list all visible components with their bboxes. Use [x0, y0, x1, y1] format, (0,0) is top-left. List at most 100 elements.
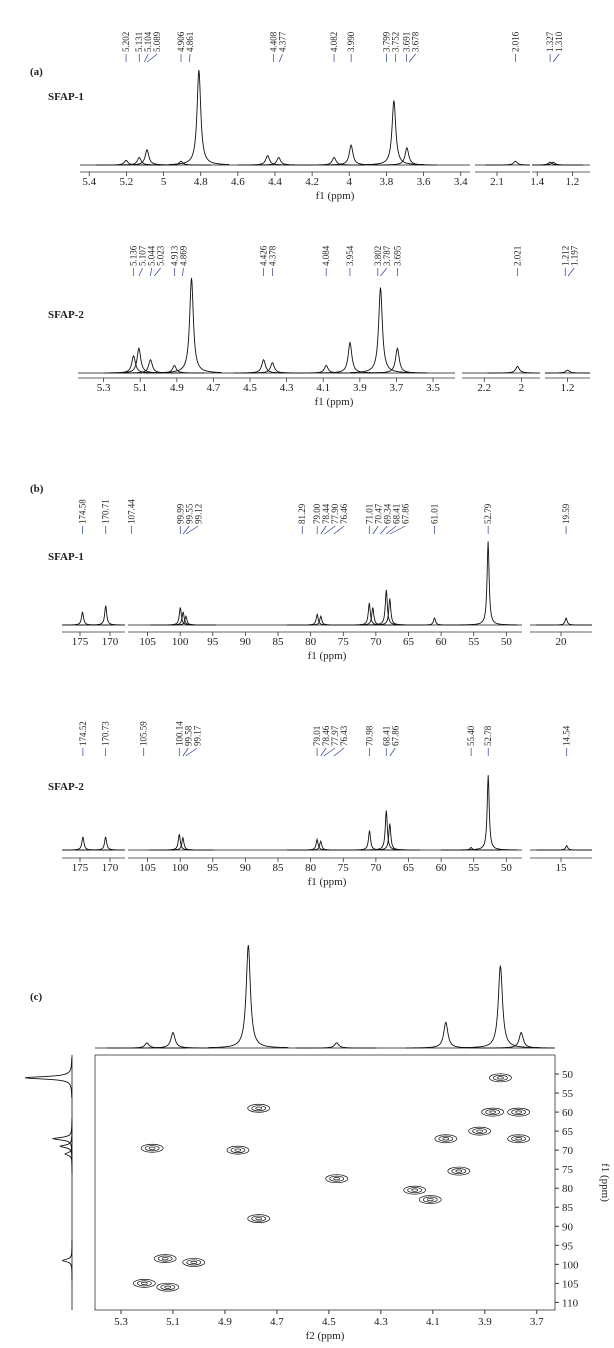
peak: [155, 614, 216, 626]
x-tick-label: 4.5: [243, 382, 257, 394]
contour: [329, 1175, 345, 1182]
cross-peak: [133, 1279, 156, 1288]
x-tick-label: 20: [556, 636, 568, 648]
peak-label-connector: [372, 525, 379, 535]
projection-peak: [460, 965, 541, 1049]
peak-label-connector: [408, 53, 416, 63]
cross-peak: [226, 1145, 250, 1155]
peak-label-connector: [380, 267, 388, 277]
peak-label: 79.01: [312, 726, 322, 746]
peak: [350, 287, 411, 373]
contour: [325, 1174, 349, 1184]
plot-frame: [94, 1054, 556, 1311]
peak: [458, 775, 519, 851]
peak-label: 2.016: [510, 31, 520, 52]
cross-peak: [468, 1126, 491, 1136]
peak: [359, 823, 420, 851]
x-tick-label: 4.2: [305, 176, 319, 188]
peak: [376, 147, 437, 166]
x-tick-label: 70: [370, 862, 382, 874]
contour: [472, 1128, 487, 1135]
peak-label: 71.01: [364, 504, 374, 524]
peak-label: 3.691: [402, 32, 412, 52]
peak: [287, 837, 348, 851]
peak: [242, 361, 303, 374]
peak: [458, 541, 519, 626]
peak-label-connector: [379, 525, 388, 535]
peak-label: 52.78: [483, 725, 493, 746]
x-tick-label: 4.3: [280, 382, 294, 394]
projection-peak: [61, 1240, 73, 1281]
cross-peak: [418, 1195, 442, 1204]
peak-label: 67.86: [400, 503, 410, 524]
contour: [476, 1129, 483, 1133]
y-tick-label: 65: [562, 1126, 574, 1138]
cross-peak: [507, 1107, 530, 1117]
peak-label: 5.202: [121, 32, 131, 52]
contour: [190, 1260, 198, 1264]
x-tick-label: 4.9: [218, 1316, 232, 1328]
cross-peak: [489, 1073, 512, 1083]
peak-label-connector: [182, 747, 189, 757]
panel-label: (b): [30, 483, 44, 495]
peak-label-connector: [552, 53, 560, 63]
contour: [186, 1259, 202, 1266]
peak-label: 14.54: [562, 725, 572, 746]
peak-label-connector: [278, 53, 283, 63]
contour: [161, 1257, 169, 1261]
peak-label-connector: [189, 53, 191, 63]
peak-label: 3.787: [382, 245, 392, 266]
peak-label-connector: [154, 267, 161, 277]
cross-peak: [140, 1143, 164, 1153]
contour: [157, 1255, 173, 1262]
peak-label-connector: [138, 267, 143, 277]
y-tick-label: 105: [562, 1278, 579, 1290]
x-tick-label: 5.3: [97, 382, 111, 394]
x-tick-label: 75: [338, 636, 350, 648]
peak-label: 4.913: [169, 245, 179, 266]
x-tick-label: 65: [403, 636, 415, 648]
contour: [144, 1145, 160, 1152]
peak-label: 174.52: [78, 721, 88, 746]
peak: [75, 836, 125, 851]
peak-label: 100.14: [174, 721, 184, 746]
cross-peak: [434, 1134, 458, 1144]
peak: [356, 810, 417, 851]
panel-label: (a): [30, 66, 43, 78]
x-tick-label: 50: [501, 636, 513, 648]
contour: [230, 1147, 246, 1154]
y-tick-label: 90: [562, 1221, 574, 1233]
y-tick-label: 55: [562, 1088, 574, 1100]
contour: [497, 1076, 504, 1080]
peak: [363, 100, 424, 166]
y-tick-label: 80: [562, 1183, 574, 1195]
contour: [481, 1107, 504, 1117]
cross-peak: [507, 1134, 530, 1144]
x-axis-label: f1 (ppm): [308, 650, 347, 662]
x-tick-label: 2.2: [477, 382, 491, 394]
x-tick-label: 100: [172, 636, 189, 648]
contour: [507, 1107, 530, 1117]
peak-label: 5.107: [138, 245, 148, 266]
x-tick-label: 5.1: [133, 382, 147, 394]
contour: [234, 1148, 242, 1152]
contour: [403, 1185, 427, 1195]
peak-label: 5.136: [129, 245, 139, 266]
y-tick-label: 75: [562, 1164, 574, 1176]
peak: [536, 844, 592, 851]
cross-peak: [247, 1214, 271, 1224]
peak-label: 78.46: [321, 725, 331, 746]
x-tick-label: 5.1: [166, 1316, 180, 1328]
cross-peak: [447, 1166, 471, 1176]
peak-label: 1.327: [545, 31, 555, 52]
peak-label-connector: [324, 525, 336, 535]
x-tick-label: 3.4: [454, 176, 468, 188]
contour: [156, 1282, 180, 1292]
peak-label: 4.408: [269, 31, 279, 52]
cross-peak: [153, 1254, 177, 1263]
peak: [108, 347, 169, 374]
projection-peak: [64, 1134, 73, 1174]
contour: [507, 1134, 530, 1144]
contour: [133, 1279, 156, 1288]
x-tick-label: 65: [403, 862, 415, 874]
